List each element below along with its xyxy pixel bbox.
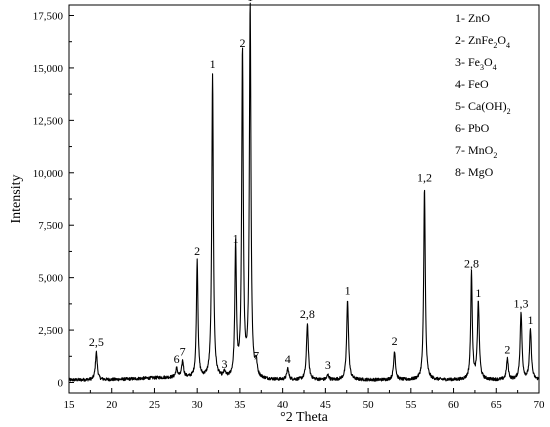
legend-entry: 6- PbO [455, 121, 490, 135]
peak-label: 3 [325, 358, 331, 372]
x-tick-label: 25 [149, 399, 161, 411]
legend-formula-part: ZnO [468, 11, 490, 25]
legend-formula-part: MgO [468, 165, 494, 179]
y-tick-label: 7,500 [38, 220, 63, 232]
legend-formula-part: MnO [468, 143, 494, 157]
legend-formula-part: O [484, 55, 493, 69]
peak-label: 1,2 [417, 170, 432, 184]
x-tick-label: 60 [448, 399, 460, 411]
peak-label: 2 [194, 244, 200, 258]
legend-entry-number: 3- [455, 55, 468, 69]
legend-formula-part: FeO [468, 77, 489, 91]
legend-formula-part: Ca(OH) [468, 99, 507, 113]
peak-label: 1 [475, 286, 481, 300]
y-tick-label: 10,000 [33, 168, 64, 180]
legend-formula-part: ZnFe [468, 33, 493, 47]
legend-subscript: 2 [493, 151, 497, 160]
y-axis-ticks: 0 2,500 5,000 7,500 10,000 12,500 15,000 17,500 [33, 10, 74, 390]
legend-entry-number: 2- [455, 33, 468, 47]
peak-label: 4 [285, 352, 291, 366]
legend-entry-number: 1- [455, 11, 468, 25]
legend-entry-number: 6- [455, 121, 468, 135]
peak-label: 2,5 [89, 335, 104, 349]
x-tick-label: 45 [320, 399, 332, 411]
peak-label: 2,8 [464, 256, 479, 270]
x-tick-label: 70 [534, 399, 546, 411]
x-axis-label: °2 Theta [280, 410, 329, 425]
x-tick-label: 15 [64, 399, 76, 411]
peak-label: 2 [504, 342, 510, 356]
x-tick-label: 55 [405, 399, 417, 411]
peak-label: 7 [253, 349, 259, 363]
legend-entry: 3- Fe3O4 [455, 55, 497, 72]
legend-subscript: 4 [493, 63, 497, 72]
peak-label: 1 [527, 313, 533, 327]
x-tick-label: 40 [277, 399, 289, 411]
legend-entry: 2- ZnFe2O4 [455, 33, 510, 50]
peak-label: 1,3 [514, 296, 529, 310]
peak-label: 1 [210, 57, 216, 71]
peak-label: 1 [233, 231, 239, 245]
legend-formula-part: Fe [468, 55, 480, 69]
x-tick-label: 65 [491, 399, 503, 411]
y-axis-label: Intensity [9, 175, 24, 224]
x-tick-label: 50 [363, 399, 375, 411]
legend-subscript: 2 [493, 41, 497, 50]
legend-formula-part: PbO [468, 121, 490, 135]
peak-label: 2 [239, 36, 245, 50]
legend-entry-number: 4- [455, 77, 468, 91]
y-tick-label: 12,500 [33, 115, 64, 127]
legend-entry-number: 8- [455, 165, 468, 179]
legend-formula-part: O [497, 33, 506, 47]
x-axis-ticks: 15 20 25 30 35 40 45 50 55 60 65 70 [64, 388, 546, 411]
peak-label: 3 [222, 357, 228, 371]
peak-label: 6 [174, 352, 180, 366]
x-tick-label: 30 [192, 399, 204, 411]
peak-label: 2,8 [300, 307, 315, 321]
y-tick-label: 0 [58, 378, 64, 390]
legend-entry: 4- FeO [455, 77, 489, 91]
y-tick-label: 17,500 [33, 10, 64, 22]
legend-subscript: 2 [507, 107, 511, 116]
legend-entry: 5- Ca(OH)2 [455, 99, 511, 116]
legend-subscript: 4 [506, 41, 510, 50]
legend-entry: 7- MnO2 [455, 143, 497, 160]
peak-label: 1 [345, 284, 351, 298]
peak-label: 7 [180, 345, 186, 359]
legend-entry-number: 7- [455, 143, 468, 157]
y-tick-label: 5,000 [38, 273, 63, 285]
legend-entry-number: 5- [455, 99, 468, 113]
x-tick-label: 35 [234, 399, 246, 411]
x-tick-label: 20 [106, 399, 118, 411]
legend-entry: 8- MgO [455, 165, 494, 179]
y-tick-label: 15,000 [33, 63, 64, 75]
legend-entry: 1- ZnO [455, 11, 490, 25]
y-tick-label: 2,500 [38, 325, 63, 337]
peak-label: 2 [392, 334, 398, 348]
diffraction-pattern-line [68, 2, 540, 382]
peak-label: 1 [247, 0, 253, 4]
legend-subscript: 3 [480, 63, 484, 72]
